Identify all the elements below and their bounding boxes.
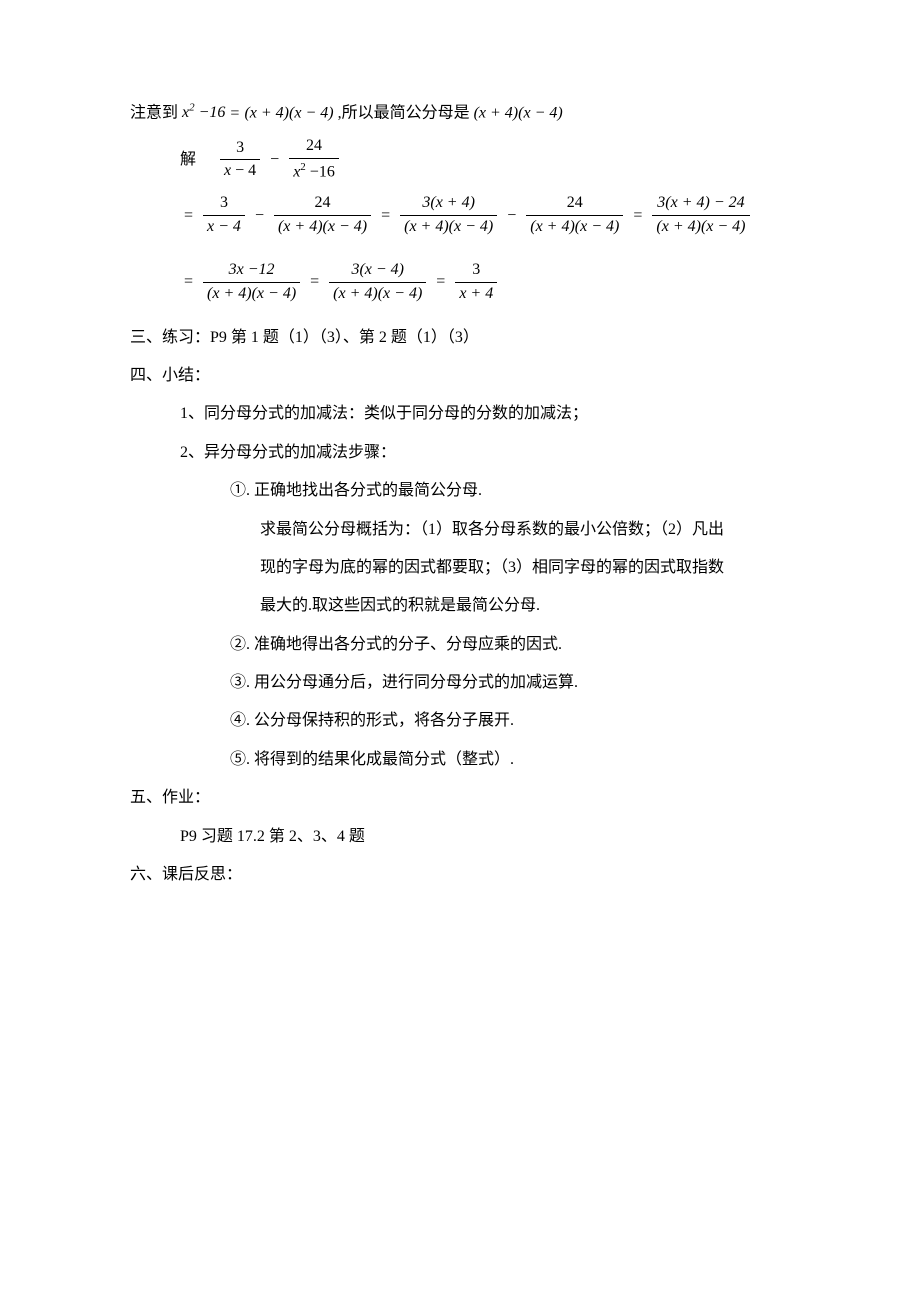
section-4-sub-4: ④. 公分母保持积的形式，将各分子展开. [130,702,790,740]
section-5-title: 五、作业： [130,779,790,817]
section-4-sub-5: ⑤. 将得到的结果化成最简分式（整式）. [130,741,790,779]
solve-label: 解 [180,151,214,168]
solution-row-2: = 3 x − 4 − 24 (x + 4)(x − 4) = 3(x + 4)… [180,193,790,238]
section-4-sub-1-line-2: 现的字母为底的幂的因式都要取；（3）相同字母的幂的因式取指数 [130,549,790,587]
section-4-item-1: 1、同分母分式的加减法：类似于同分母的分数的加减法； [130,395,790,433]
section-4-sub-1-line-1: 求最简公分母概括为：（1）取各分母系数的最小公倍数；（2）凡出 [130,511,790,549]
eq-sign: = [229,101,240,127]
section-4-sub-1: ①. 正确地找出各分式的最简公分母. [130,472,790,510]
section-6-title: 六、课后反思： [130,856,790,894]
poly-lhs: x2 −16 [182,104,225,121]
frac-1: 3 x − 4 [220,138,260,183]
section-5-body: P9 习题 17.2 第 2、3、4 题 [130,818,790,856]
page-content: 注意到 x2 −16 = (x + 4)(x − 4) ,所以最简公分母是 (x… [0,0,920,1094]
section-4-sub-3: ③. 用公分母通分后，进行同分母分式的加减运算. [130,664,790,702]
note-mid: ,所以最简公分母是 [338,104,470,121]
section-4-item-2: 2、异分母分式的加减法步骤： [130,434,790,472]
poly-rhs-a: (x + 4)(x − 4) [244,104,333,121]
solution-row-1: 解 3 x − 4 − 24 x2 −16 [180,136,790,183]
poly-rhs-b: (x + 4)(x − 4) [474,104,563,121]
frac-2: 24 x2 −16 [289,136,339,183]
section-4-title: 四、小结： [130,357,790,395]
solution-row-3: = 3x −12 (x + 4)(x − 4) = 3(x − 4) (x + … [180,260,790,305]
minus-op: − [266,152,283,168]
note-prefix: 注意到 [130,104,178,121]
note-line: 注意到 x2 −16 = (x + 4)(x − 4) ,所以最简公分母是 (x… [130,100,790,126]
section-3: 三、练习：P9 第 1 题（1）（3）、第 2 题（1）（3） [130,319,790,357]
section-4-sub-2: ②. 准确地得出各分式的分子、分母应乘的因式. [130,626,790,664]
section-4-sub-1-line-3: 最大的.取这些因式的积就是最简公分母. [130,587,790,625]
solution-block: 解 3 x − 4 − 24 x2 −16 = 3 x − 4 − 24 (x … [130,136,790,304]
